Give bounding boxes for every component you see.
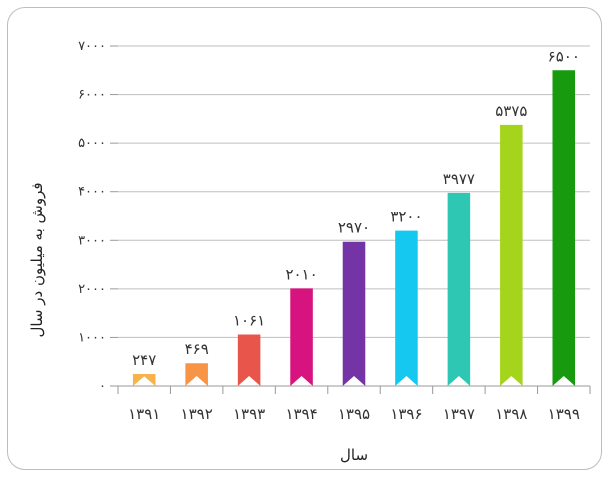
data-label: ۱۰۶۱ (233, 311, 265, 329)
data-label: ۲۹۷۰ (338, 219, 370, 237)
bar (500, 124, 523, 386)
data-label: ۲۰۱۰ (285, 265, 317, 283)
y-tick-label: ۵۰۰۰ (78, 136, 106, 151)
data-label: ۵۳۷۵ (495, 102, 527, 120)
data-label: ۶۵۰۰ (548, 47, 580, 65)
x-tick-label: ۱۳۹۲ (181, 405, 213, 423)
x-axis-title: سال (340, 446, 368, 464)
bar (185, 363, 208, 386)
x-tick-label: ۱۳۹۳ (233, 405, 265, 423)
y-tick-label: ۲۰۰۰ (78, 282, 106, 297)
x-axis-ticks: ۱۳۹۱ ۱۳۹۲ ۱۳۹۳ ۱۳۹۴ ۱۳۹۵ ۱۳۹۶ ۱۳۹۷ ۱۳۹۸ ۱۳۹۹ (117, 386, 591, 423)
y-tick-label: ۴۰۰۰ (78, 185, 106, 200)
bar (342, 241, 366, 386)
y-tick-label: ۳۰۰۰ (78, 233, 106, 248)
y-tick-label: ۶۰۰۰ (78, 88, 106, 103)
y-axis-title: فروش به میلیون در سال (28, 182, 46, 337)
data-label: ۲۴۷ (132, 351, 156, 369)
bar (237, 334, 261, 386)
y-tick-label: ۱۰۰۰ (78, 330, 106, 345)
x-tick-label: ۱۳۹۸ (495, 405, 527, 423)
x-tick-label: ۱۳۹۱ (128, 405, 160, 423)
data-label: ۳۹۷۷ (443, 170, 475, 188)
x-tick-label: ۱۳۹۵ (338, 405, 370, 423)
bar (395, 230, 418, 386)
data-labels: ۲۴۷ ۴۶۹ ۱۰۶۱ ۲۰۱۰ ۲۹۷۰ ۳۲۰۰ ۳۹۷۷ ۵۳۷۵ ۶۵۰۰ (132, 47, 580, 369)
x-tick-label: ۱۳۹۹ (548, 405, 580, 423)
bar (552, 70, 576, 387)
x-tick-label: ۱۳۹۷ (443, 405, 475, 423)
bar (290, 288, 313, 386)
data-label: ۳۲۰۰ (390, 208, 422, 226)
bars (132, 70, 576, 387)
bar (132, 374, 156, 386)
data-label: ۴۶۹ (185, 340, 209, 358)
x-tick-label: ۱۳۹۶ (390, 405, 422, 423)
bar (447, 192, 471, 386)
y-tick-label: ۰ (99, 379, 106, 394)
y-tick-label: ۷۰۰۰ (78, 39, 106, 54)
x-tick-label: ۱۳۹۴ (285, 405, 317, 423)
y-axis-ticks: ۰ ۱۰۰۰ ۲۰۰۰ ۳۰۰۰ ۴۰۰۰ ۵۰۰۰ ۶۰۰۰ ۷۰۰۰ (78, 39, 118, 394)
